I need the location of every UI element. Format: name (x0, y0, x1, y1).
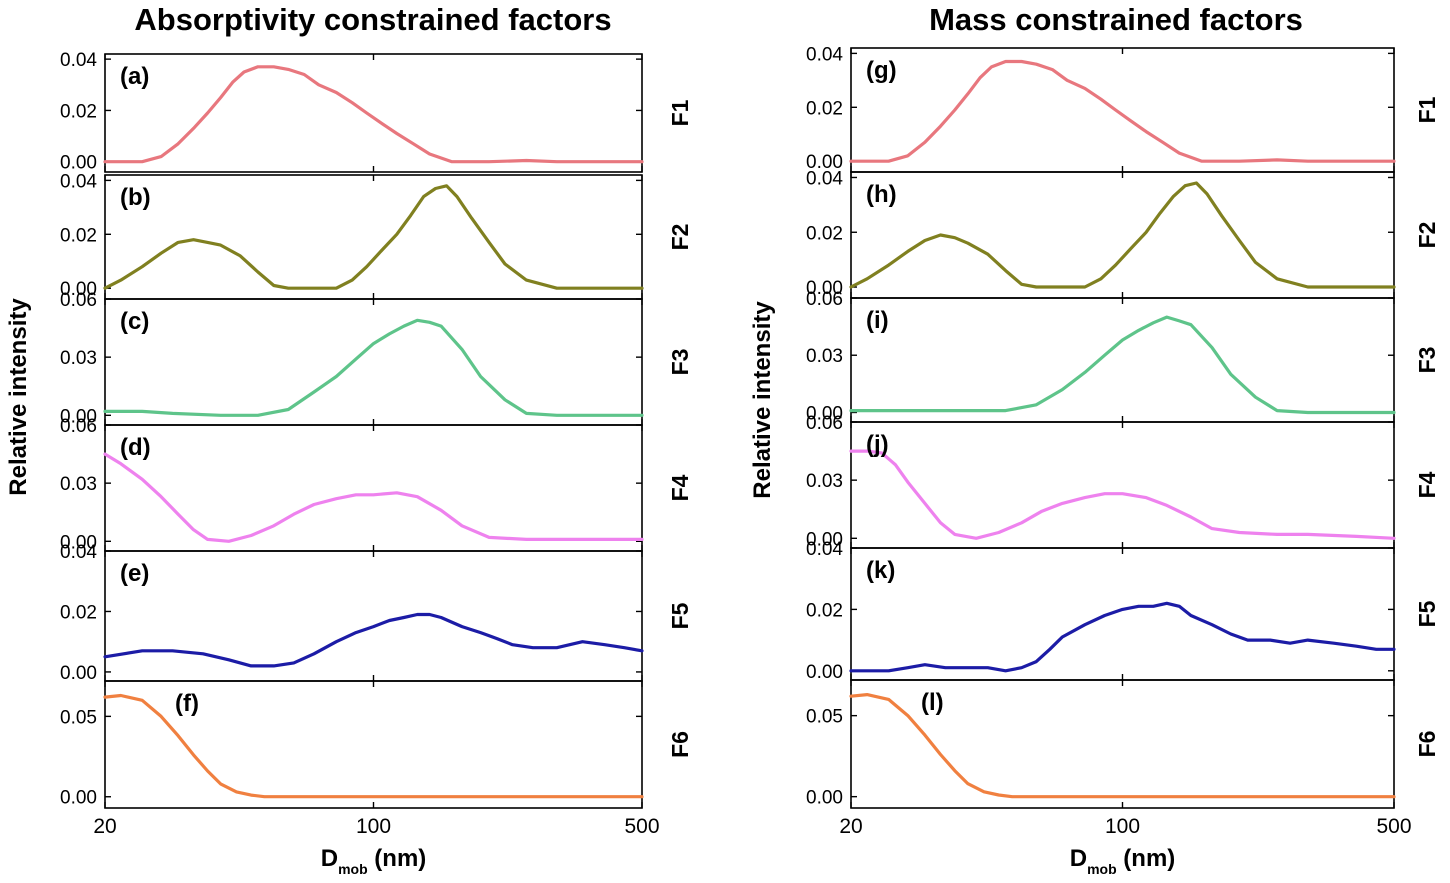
factor-label: F6 (667, 731, 693, 758)
y-tick-label: 0.04 (60, 171, 97, 192)
x-axis-label: Dmob (nm) (1070, 845, 1176, 877)
chart-title: Mass constrained factors (929, 2, 1303, 37)
series-line-f4 (849, 449, 1396, 540)
panel-label: (i) (866, 307, 889, 334)
y-tick-label: 0.02 (60, 602, 97, 623)
panel-label: (c) (120, 308, 149, 335)
panel-label: (a) (120, 63, 149, 90)
x-axis-label-main: D (321, 845, 338, 872)
chart-title: Absorptivity constrained factors (134, 2, 611, 37)
series-line-f6 (849, 693, 1396, 799)
x-axis-label-sub: mob (1087, 861, 1117, 877)
y-tick-label: 0.00 (806, 152, 843, 173)
x-tick-label: 20 (839, 815, 862, 838)
x-axis-label-sub: mob (338, 861, 368, 877)
factor-label: F4 (667, 474, 693, 501)
series-line-f5 (849, 601, 1396, 673)
y-tick-label: 0.00 (806, 788, 843, 809)
panel-label: (d) (120, 434, 151, 461)
y-tick-label: 0.04 (806, 44, 843, 65)
panel-frame (104, 424, 643, 552)
panel-label: (h) (866, 181, 897, 208)
y-tick-label: 0.04 (60, 50, 97, 71)
y-tick-label: 0.06 (806, 289, 843, 310)
panel-frame (850, 171, 1395, 299)
factor-label: F3 (1414, 347, 1440, 374)
y-tick-label: 0.00 (806, 278, 843, 299)
panel-label: (g) (866, 57, 897, 84)
y-axis-label: Relative intensity (749, 301, 776, 499)
panel-label: (b) (120, 184, 151, 211)
factor-label: F1 (1414, 96, 1440, 123)
x-axis-label-unit: (nm) (1117, 845, 1176, 872)
y-tick-label: 0.02 (806, 98, 843, 119)
y-tick-label: 0.06 (60, 290, 97, 311)
y-tick-label: 0.02 (806, 223, 843, 244)
y-tick-label: 0.03 (806, 471, 843, 492)
y-tick-label: 0.03 (60, 474, 97, 495)
factor-label: F6 (1414, 731, 1440, 758)
x-tick-label: 500 (1376, 815, 1411, 838)
y-tick-label: 0.03 (60, 348, 97, 369)
y-axis-label: Relative intensity (5, 298, 32, 496)
y-tick-label: 0.06 (806, 413, 843, 434)
series-line-f3 (103, 318, 644, 417)
series-line-f1 (103, 65, 644, 164)
y-tick-label: 0.04 (60, 542, 97, 563)
panel-frame (104, 53, 643, 173)
y-tick-label: 0.06 (60, 416, 97, 437)
x-axis-label: Dmob (nm) (321, 845, 427, 877)
y-tick-label: 0.03 (806, 346, 843, 367)
y-tick-label: 0.00 (60, 406, 97, 427)
x-axis-label-main: D (1070, 845, 1087, 872)
x-axis-label-unit: (nm) (368, 845, 427, 872)
x-tick-label: 100 (356, 815, 391, 838)
factor-label: F4 (1414, 471, 1440, 498)
series-line-f5 (103, 612, 644, 668)
panel-frame (850, 47, 1395, 173)
y-tick-label: 0.02 (60, 101, 97, 122)
x-tick-label: 100 (1105, 815, 1140, 838)
factor-label: F2 (667, 224, 693, 251)
series-line-f4 (103, 452, 644, 543)
y-tick-label: 0.00 (806, 662, 843, 683)
panel-frame (104, 298, 643, 426)
y-tick-label: 0.00 (60, 788, 97, 809)
y-tick-label: 0.00 (806, 403, 843, 424)
y-tick-label: 0.02 (60, 225, 97, 246)
series-line-f3 (849, 315, 1396, 415)
y-tick-label: 0.00 (806, 529, 843, 550)
factor-label: F5 (667, 602, 693, 629)
series-line-f6 (103, 693, 644, 799)
panel-frame (850, 421, 1395, 549)
panel-label: (l) (921, 689, 944, 716)
panel-frame (104, 550, 643, 682)
y-tick-label: 0.04 (806, 168, 843, 189)
y-tick-label: 0.02 (806, 600, 843, 621)
y-tick-label: 0.00 (60, 279, 97, 300)
y-tick-label: 0.00 (60, 663, 97, 684)
y-tick-label: 0.05 (60, 707, 97, 728)
panel-label: (k) (866, 557, 895, 584)
panel-frame (850, 547, 1395, 681)
y-tick-label: 0.04 (806, 539, 843, 560)
y-tick-label: 0.00 (60, 532, 97, 553)
series-line-f2 (849, 181, 1396, 289)
x-tick-label: 20 (93, 815, 116, 838)
panel-label: (e) (120, 560, 149, 587)
series-line-f2 (103, 184, 644, 290)
factor-label: F3 (667, 349, 693, 376)
panel-label: (j) (866, 431, 889, 458)
panel-frame (104, 174, 643, 300)
panel-frame (850, 297, 1395, 423)
factor-label: F1 (667, 99, 693, 126)
y-tick-label: 0.05 (806, 707, 843, 728)
factor-label: F2 (1414, 222, 1440, 249)
y-tick-label: 0.00 (60, 153, 97, 174)
panel-label: (f) (175, 690, 199, 717)
series-line-f1 (849, 59, 1396, 163)
factor-label: F5 (1414, 600, 1440, 627)
x-tick-label: 500 (624, 815, 659, 838)
